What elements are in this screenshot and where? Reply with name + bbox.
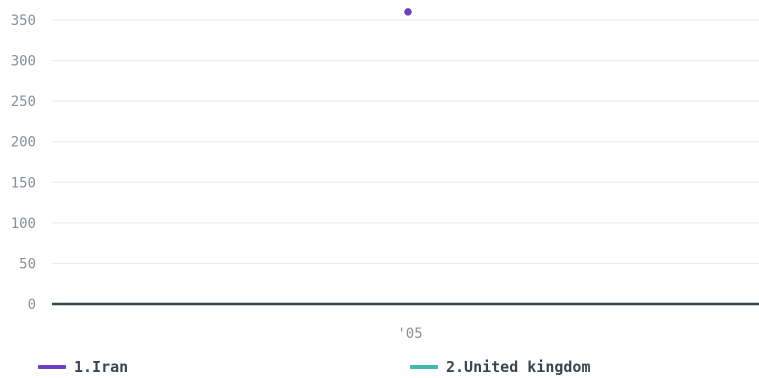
y-tick-label: 200 [11,135,36,151]
x-tick-label: '05 [397,326,422,342]
data-point[interactable] [402,6,414,18]
y-axis-ticks: 0 50 100 150 200 250 300 350 [11,13,36,313]
legend-label: 2.United kingdom [446,358,591,376]
series-layer [52,6,759,306]
y-tick-label: 0 [28,297,36,313]
series-1 [402,6,414,18]
y-tick-label: 350 [11,13,36,29]
legend-swatch [410,365,438,369]
legend-swatch [38,365,66,369]
y-tick-label: 50 [19,256,36,272]
x-axis-ticks: '05 [397,326,422,342]
legend-item[interactable]: 1.Iran [38,358,128,376]
legend-label: 1.Iran [74,358,128,376]
y-tick-label: 250 [11,94,36,110]
legend: 1.Iran 2.United kingdom [38,358,591,376]
y-tick-label: 300 [11,54,36,70]
legend-item[interactable]: 2.United kingdom [410,358,591,376]
gridlines [52,19,759,264]
y-tick-label: 150 [11,175,36,191]
y-tick-label: 100 [11,216,36,232]
